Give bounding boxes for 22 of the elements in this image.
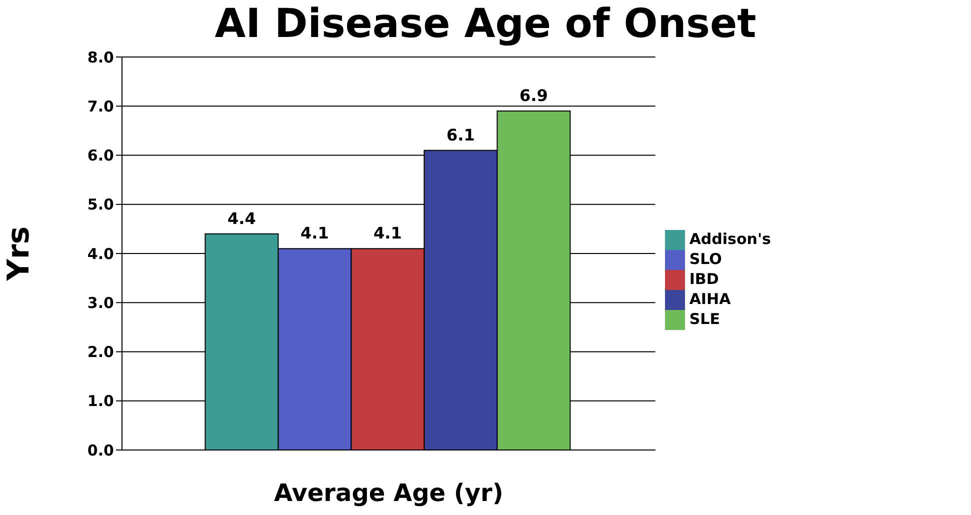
legend-label: AIHA bbox=[689, 290, 731, 308]
data-label: 6.9 bbox=[520, 86, 548, 106]
y-tick-label: 6.0 bbox=[87, 146, 114, 165]
y-axis-title: Yrs bbox=[2, 226, 37, 282]
y-tick-label: 4.0 bbox=[87, 244, 114, 263]
legend-label: SLO bbox=[689, 250, 722, 268]
chart-title: AI Disease Age of Onset bbox=[214, 0, 758, 48]
data-label: 6.1 bbox=[446, 125, 475, 144]
x-axis-title: Average Age (yr) bbox=[274, 479, 504, 507]
legend-label: IBD bbox=[689, 270, 719, 288]
y-tick-label: 8.0 bbox=[87, 48, 114, 66]
legend-label: Addison's bbox=[689, 230, 771, 248]
y-tick-label: 3.0 bbox=[87, 294, 114, 312]
y-tick-label: 5.0 bbox=[87, 196, 114, 214]
y-tick-label: 2.0 bbox=[87, 343, 114, 362]
y-tick-label: 0.0 bbox=[87, 441, 114, 460]
data-label: 4.4 bbox=[228, 208, 256, 228]
data-label: 4.1 bbox=[374, 224, 402, 243]
legend-label: SLE bbox=[689, 310, 720, 328]
y-tick-label: 7.0 bbox=[87, 97, 114, 116]
y-tick-label: 1.0 bbox=[87, 392, 114, 410]
data-label: 4.1 bbox=[300, 224, 329, 243]
